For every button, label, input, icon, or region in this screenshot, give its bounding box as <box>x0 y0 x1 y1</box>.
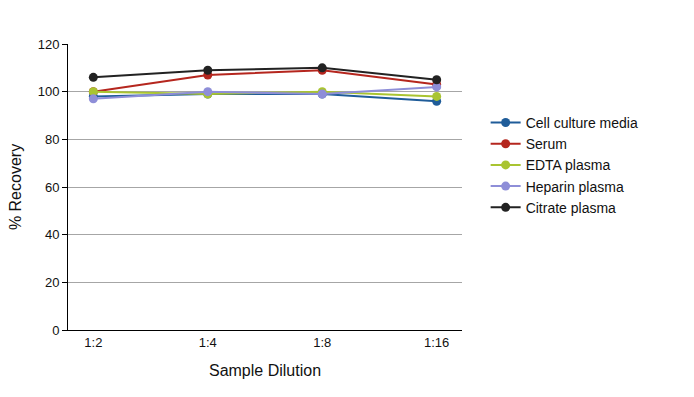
svg-text:1:4: 1:4 <box>199 335 217 350</box>
svg-text:0: 0 <box>52 323 59 338</box>
svg-text:Citrate plasma: Citrate plasma <box>526 200 616 216</box>
svg-text:1:8: 1:8 <box>313 335 331 350</box>
svg-text:Serum: Serum <box>526 136 567 152</box>
svg-text:100: 100 <box>38 84 60 99</box>
svg-text:40: 40 <box>45 227 59 242</box>
svg-text:% Recovery: % Recovery <box>7 144 24 230</box>
svg-text:120: 120 <box>38 37 60 52</box>
svg-text:80: 80 <box>45 132 59 147</box>
svg-text:Heparin plasma: Heparin plasma <box>526 179 624 195</box>
svg-text:EDTA plasma: EDTA plasma <box>526 157 611 173</box>
svg-text:Sample Dilution: Sample Dilution <box>209 362 321 379</box>
svg-text:Cell culture media: Cell culture media <box>526 115 638 131</box>
svg-text:1:2: 1:2 <box>84 335 102 350</box>
svg-text:60: 60 <box>45 180 59 195</box>
svg-text:20: 20 <box>45 275 59 290</box>
svg-text:1:16: 1:16 <box>424 335 449 350</box>
